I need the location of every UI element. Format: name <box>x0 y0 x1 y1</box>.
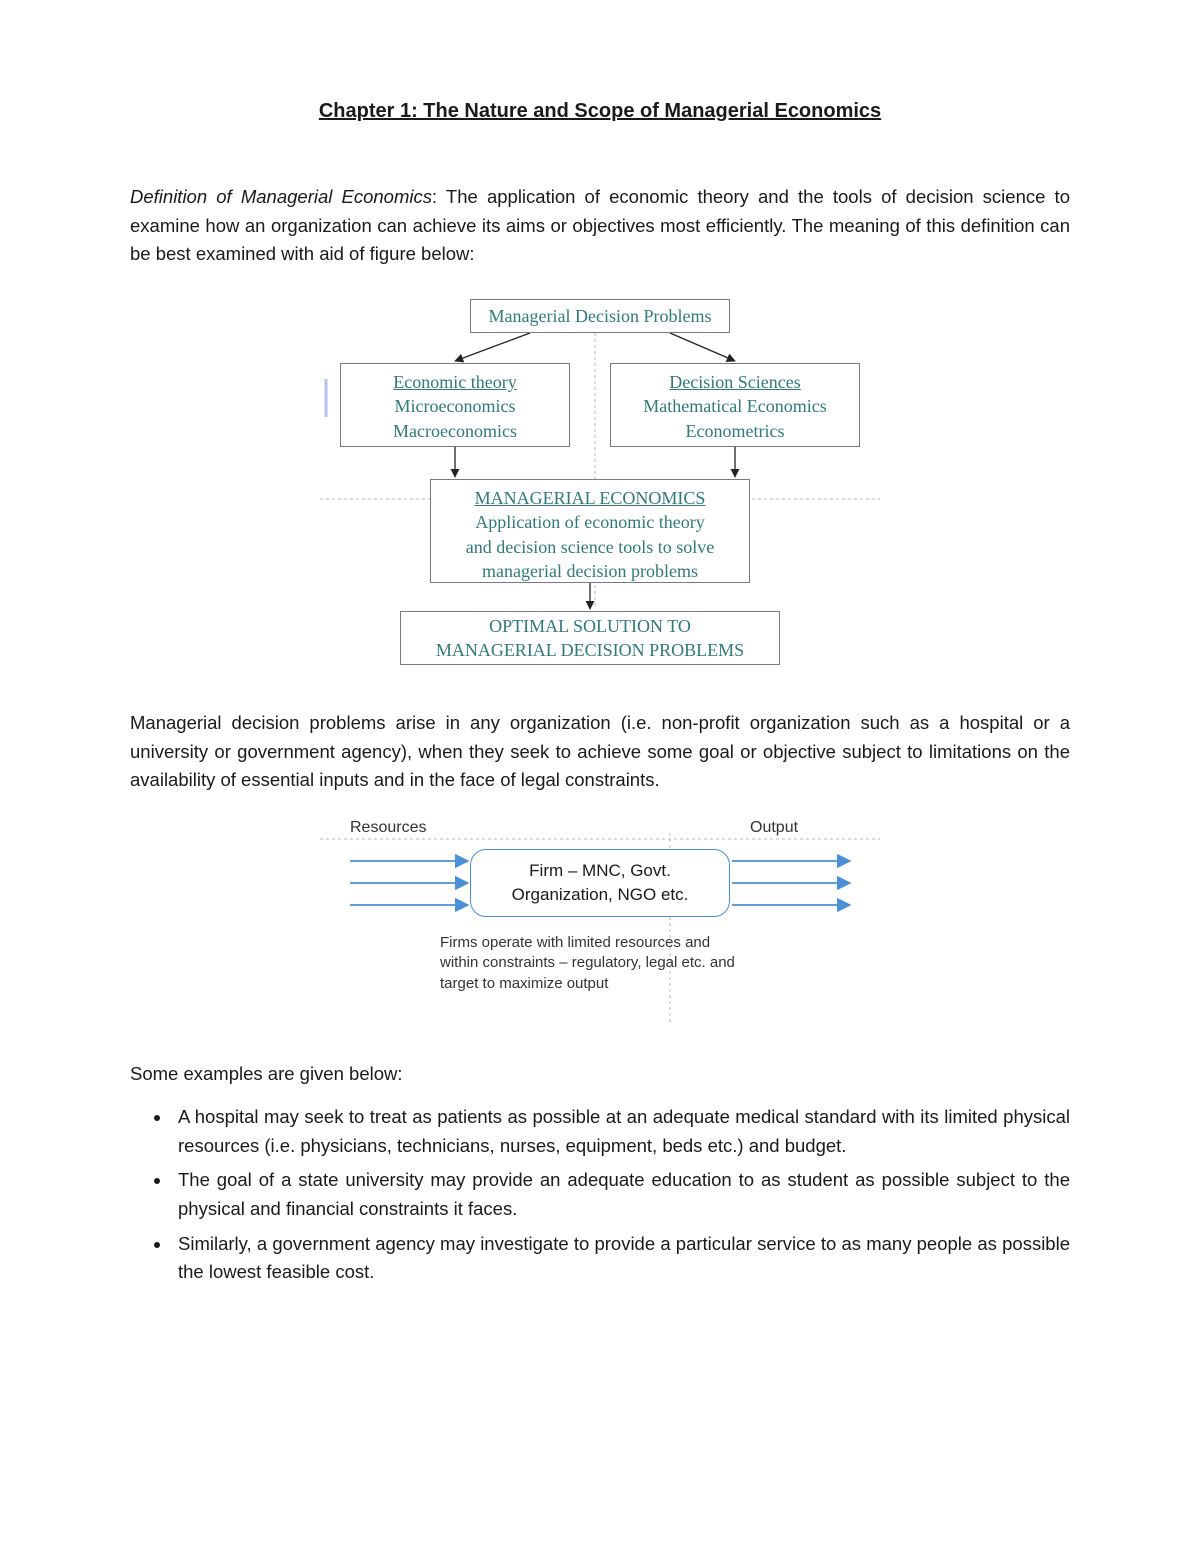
page-title: Chapter 1: The Nature and Scope of Manag… <box>130 100 1070 123</box>
list-item: The goal of a state university may provi… <box>172 1166 1070 1223</box>
node-decision-sciences: Decision Sciences Mathematical Economics… <box>610 363 860 447</box>
node-optimal-solution: OPTIMAL SOLUTION TO MANAGERIAL DECISION … <box>400 611 780 665</box>
examples-heading: Some examples are given below: <box>130 1063 1070 1085</box>
node-left-line3: Macroeconomics <box>351 419 559 443</box>
node-top-label: Managerial Decision Problems <box>489 304 712 328</box>
firm-line1: Firm – MNC, Govt. <box>485 859 715 883</box>
node-bottom-line2: MANAGERIAL DECISION PROBLEMS <box>411 638 769 662</box>
node-mid-line3: managerial decision problems <box>441 559 739 583</box>
flowchart-managerial-economics: Managerial Decision Problems Economic th… <box>320 299 880 659</box>
node-left-line2: Microeconomics <box>351 394 559 418</box>
node-right-line1: Decision Sciences <box>621 370 849 394</box>
node-mid-header: MANAGERIAL ECONOMICS <box>441 486 739 510</box>
node-right-line3: Econometrics <box>621 419 849 443</box>
paragraph-2: Managerial decision problems arise in an… <box>130 709 1070 795</box>
fc2-svg <box>320 813 880 1043</box>
definition-label: Definition of Managerial Economics <box>130 186 432 207</box>
node-left-line1: Economic theory <box>351 370 559 394</box>
examples-list: A hospital may seek to treat as patients… <box>130 1103 1070 1287</box>
node-economic-theory: Economic theory Microeconomics Macroecon… <box>340 363 570 447</box>
output-label: Output <box>750 819 798 837</box>
node-right-line2: Mathematical Economics <box>621 394 849 418</box>
node-mid-line1: Application of economic theory <box>441 510 739 534</box>
list-item: A hospital may seek to treat as patients… <box>172 1103 1070 1160</box>
list-item: Similarly, a government agency may inves… <box>172 1230 1070 1287</box>
node-bottom-line1: OPTIMAL SOLUTION TO <box>411 614 769 638</box>
resources-label: Resources <box>350 819 426 837</box>
document-page: Chapter 1: The Nature and Scope of Manag… <box>0 0 1200 1553</box>
node-firm: Firm – MNC, Govt. Organization, NGO etc. <box>470 849 730 917</box>
node-managerial-economics: MANAGERIAL ECONOMICS Application of econ… <box>430 479 750 583</box>
flowchart-firm-resources: Resources Output Firm – MNC, Govt. Organ… <box>320 813 880 1043</box>
node-mid-line2: and decision science tools to solve <box>441 535 739 559</box>
fc2-caption: Firms operate with limited resources and… <box>440 933 740 994</box>
definition-paragraph: Definition of Managerial Economics: The … <box>130 183 1070 269</box>
firm-line2: Organization, NGO etc. <box>485 883 715 907</box>
node-top: Managerial Decision Problems <box>470 299 730 333</box>
